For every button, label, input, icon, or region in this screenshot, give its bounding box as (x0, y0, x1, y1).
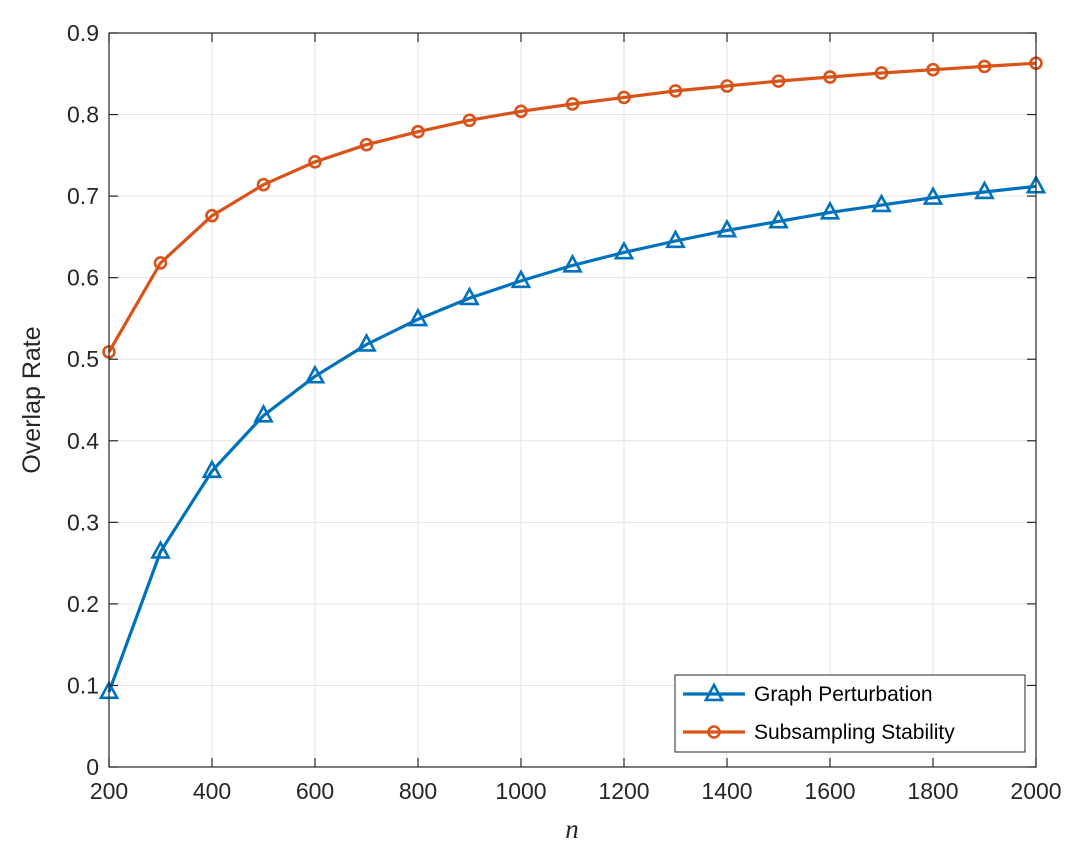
legend-marker-circle (707, 725, 721, 739)
data-point-circle (771, 74, 786, 88)
data-point-triangle (253, 403, 274, 423)
x-tick-label: 1400 (701, 778, 752, 804)
data-point-circle (153, 256, 168, 270)
data-point-circle (411, 124, 425, 139)
y-tick-label: 0.7 (67, 183, 99, 209)
series-circle (102, 56, 1043, 359)
data-point-circle (720, 79, 734, 93)
y-tick-label: 0 (86, 754, 99, 780)
data-point-triangle (150, 539, 171, 559)
series-line (107, 184, 1037, 693)
data-point-circle (617, 90, 631, 105)
data-point-triangle (665, 229, 686, 249)
data-point-circle (359, 137, 374, 152)
data-point-circle (308, 155, 322, 169)
x-axis-title: n (565, 814, 579, 844)
axes-box (108, 32, 1037, 768)
y-tick-label: 0.3 (67, 509, 99, 535)
data-point-triangle (562, 253, 583, 273)
data-point-circle (514, 104, 528, 119)
y-tick-label: 0.4 (67, 428, 99, 454)
data-point-circle (823, 70, 837, 84)
data-point-triangle (716, 218, 738, 238)
data-point-triangle (356, 332, 377, 352)
data-point-triangle (974, 180, 995, 200)
data-point-triangle (819, 200, 841, 220)
y-axis-ticks: 0 0.1 0.2 0.3 0.4 0.5 0.6 0.7 0.8 0.9 (67, 20, 1036, 780)
data-point-triangle (459, 286, 480, 306)
x-tick-label: 1600 (804, 778, 855, 804)
series-layer (98, 56, 1047, 700)
y-axis-title: Overlap Rate (18, 326, 46, 473)
x-tick-label: 1200 (598, 778, 649, 804)
y-tick-label: 0.1 (67, 672, 99, 698)
legend-box (674, 674, 1026, 753)
x-tick-label: 200 (90, 778, 128, 804)
data-point-circle (462, 113, 477, 128)
y-tick-label: 0.6 (67, 265, 99, 291)
data-point-triangle (613, 240, 635, 260)
data-point-triangle (871, 193, 892, 213)
data-point-circle (977, 59, 992, 74)
axes (108, 32, 1037, 768)
data-point-triangle (407, 307, 429, 327)
series-triangle (98, 174, 1047, 700)
y-tick-label: 0.5 (67, 346, 99, 372)
data-point-circle (668, 84, 683, 98)
legend-marker-triangle (703, 682, 725, 702)
data-point-triangle (922, 185, 944, 205)
y-tick-label: 0.8 (67, 102, 99, 128)
x-tick-label: 600 (296, 778, 334, 804)
data-point-triangle (304, 364, 326, 384)
x-tick-label: 1000 (495, 778, 546, 804)
data-point-circle (256, 177, 271, 192)
legend-label: Graph Perturbation (754, 683, 933, 706)
x-tick-label: 800 (399, 778, 437, 804)
x-tick-label: 400 (193, 778, 231, 804)
plot-area (109, 33, 1036, 767)
data-point-triangle (768, 209, 789, 229)
data-point-circle (565, 97, 580, 111)
data-point-circle (205, 208, 219, 223)
x-tick-label: 1800 (907, 778, 958, 804)
data-point-triangle (510, 269, 532, 289)
y-tick-label: 0.2 (67, 591, 99, 617)
data-point-circle (874, 66, 889, 80)
data-point-triangle (201, 459, 223, 479)
y-tick-label: 0.9 (67, 20, 99, 46)
data-point-circle (926, 62, 940, 77)
series-line (107, 61, 1037, 353)
legend-label: Subsampling Stability (754, 721, 955, 744)
legend: Graph Perturbation Subsampling Stability (674, 674, 1026, 753)
x-tick-label: 2000 (1010, 778, 1061, 804)
x-axis-ticks: 200 400 600 800 1000 1200 1400 1600 1800 2000 (90, 33, 1062, 804)
